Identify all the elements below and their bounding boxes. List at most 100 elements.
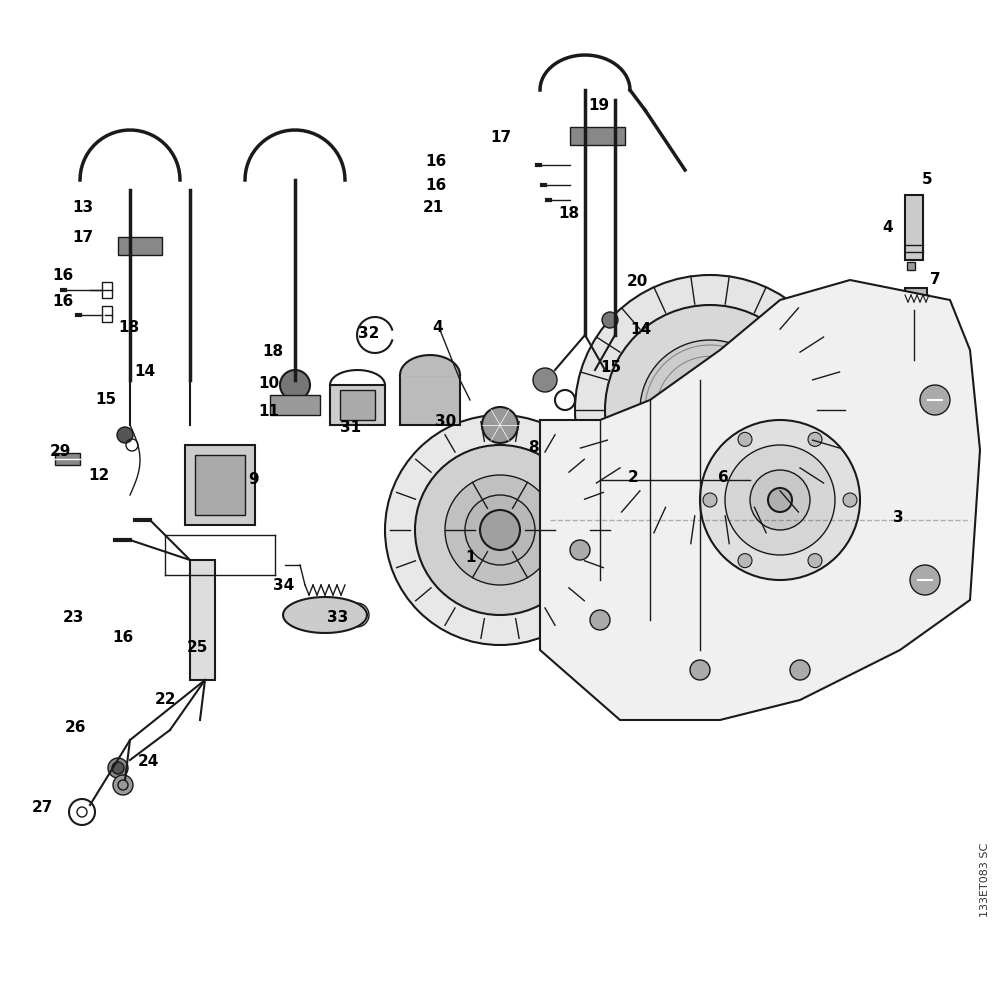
Polygon shape xyxy=(540,280,980,720)
Text: 5: 5 xyxy=(922,172,933,188)
Text: 23: 23 xyxy=(63,610,84,626)
Text: 1: 1 xyxy=(465,550,476,566)
Circle shape xyxy=(865,405,925,465)
Bar xyxy=(185,445,255,525)
Bar xyxy=(195,455,245,515)
Circle shape xyxy=(640,340,780,480)
Circle shape xyxy=(700,420,860,580)
Circle shape xyxy=(482,407,518,443)
Text: 22: 22 xyxy=(155,692,176,708)
Circle shape xyxy=(415,445,585,615)
Bar xyxy=(907,262,915,270)
Circle shape xyxy=(602,312,618,328)
Bar xyxy=(102,306,112,322)
Bar xyxy=(905,195,923,260)
Text: 9: 9 xyxy=(248,473,259,488)
Text: 11: 11 xyxy=(258,404,279,420)
Text: 12: 12 xyxy=(88,468,109,483)
Circle shape xyxy=(738,554,752,568)
Text: 8: 8 xyxy=(528,440,539,454)
Text: 25: 25 xyxy=(187,641,208,656)
Circle shape xyxy=(280,370,310,400)
Text: 21: 21 xyxy=(423,200,444,215)
Circle shape xyxy=(445,475,555,585)
Text: 24: 24 xyxy=(138,754,159,768)
Text: 29: 29 xyxy=(50,444,71,458)
Text: 4: 4 xyxy=(432,320,443,336)
Circle shape xyxy=(808,432,822,446)
Bar xyxy=(570,127,625,145)
Circle shape xyxy=(843,493,857,507)
Circle shape xyxy=(808,554,822,568)
Text: 34: 34 xyxy=(273,578,294,593)
Text: 16: 16 xyxy=(52,294,73,310)
Circle shape xyxy=(880,420,910,450)
Text: 26: 26 xyxy=(65,720,87,734)
Bar xyxy=(400,375,460,425)
Text: 15: 15 xyxy=(95,392,116,408)
Circle shape xyxy=(113,775,133,795)
Circle shape xyxy=(605,305,815,515)
Text: 10: 10 xyxy=(258,375,279,390)
Circle shape xyxy=(825,365,965,505)
Circle shape xyxy=(465,495,535,565)
Text: 18: 18 xyxy=(558,206,579,221)
Text: 2: 2 xyxy=(628,471,639,486)
Text: 16: 16 xyxy=(112,630,133,645)
Circle shape xyxy=(345,603,369,627)
Text: 17: 17 xyxy=(72,231,93,245)
Circle shape xyxy=(385,415,615,645)
Text: 133ET083 SC: 133ET083 SC xyxy=(980,843,990,917)
Circle shape xyxy=(738,432,752,446)
Bar xyxy=(270,395,320,415)
Circle shape xyxy=(590,610,610,630)
Circle shape xyxy=(117,427,133,443)
Circle shape xyxy=(570,540,590,560)
Circle shape xyxy=(790,660,810,680)
Text: 13: 13 xyxy=(72,200,93,215)
Circle shape xyxy=(575,275,845,545)
Text: 32: 32 xyxy=(358,326,379,340)
Text: 16: 16 xyxy=(425,154,446,169)
Text: 7: 7 xyxy=(930,272,941,288)
Circle shape xyxy=(112,762,124,774)
Bar xyxy=(330,385,385,425)
Text: 19: 19 xyxy=(588,98,609,112)
Text: 14: 14 xyxy=(134,364,155,379)
Circle shape xyxy=(750,470,810,530)
Text: 31: 31 xyxy=(340,420,361,436)
Bar xyxy=(102,282,112,298)
Circle shape xyxy=(685,385,735,435)
Circle shape xyxy=(768,488,792,512)
Text: 6: 6 xyxy=(718,470,729,485)
Circle shape xyxy=(725,445,835,555)
Circle shape xyxy=(910,565,940,595)
Text: 4: 4 xyxy=(882,221,893,235)
Polygon shape xyxy=(283,597,367,633)
Bar xyxy=(55,453,80,465)
Text: 15: 15 xyxy=(600,360,621,375)
Circle shape xyxy=(480,510,520,550)
Bar xyxy=(905,288,927,310)
Circle shape xyxy=(920,385,950,415)
Text: 14: 14 xyxy=(630,322,651,338)
Text: 16: 16 xyxy=(425,178,446,192)
Text: 16: 16 xyxy=(52,267,73,282)
Text: 18: 18 xyxy=(262,344,283,360)
Bar xyxy=(340,390,375,420)
Text: 27: 27 xyxy=(32,800,53,816)
Text: 20: 20 xyxy=(627,274,648,290)
Bar xyxy=(118,237,162,255)
Bar xyxy=(190,560,215,680)
Circle shape xyxy=(703,493,717,507)
Circle shape xyxy=(690,660,710,680)
Circle shape xyxy=(533,368,557,392)
Circle shape xyxy=(850,390,940,480)
Circle shape xyxy=(735,510,755,530)
Text: 17: 17 xyxy=(490,130,511,145)
Text: 30: 30 xyxy=(435,414,456,430)
Text: 3: 3 xyxy=(893,510,904,524)
Text: 18: 18 xyxy=(118,320,139,336)
Circle shape xyxy=(108,758,128,778)
Text: 33: 33 xyxy=(327,610,348,626)
